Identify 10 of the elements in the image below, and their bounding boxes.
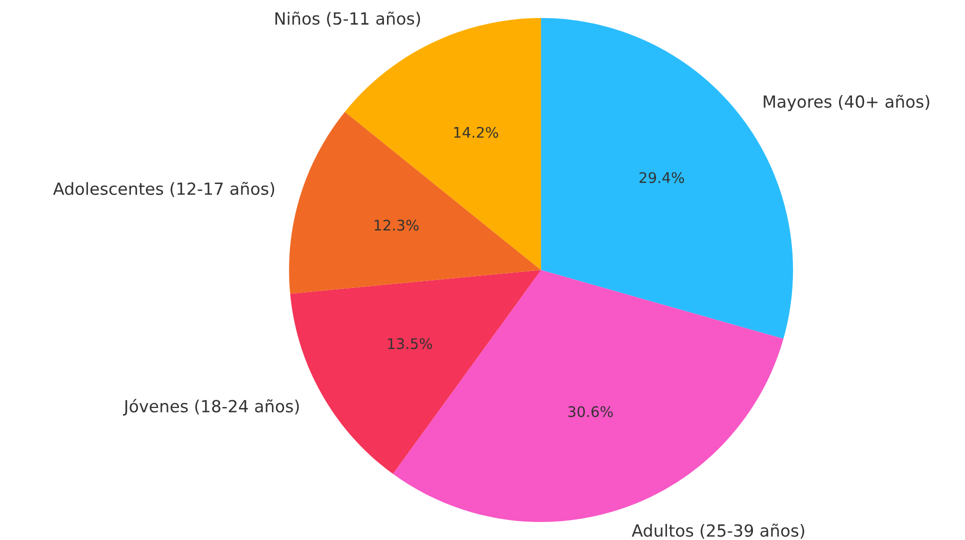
data-label: 12.3% (374, 220, 419, 231)
data-label: 14.2% (454, 126, 498, 138)
data-label: 30.6% (568, 406, 613, 418)
slice-label: Jóvenes (18-24 años) (122, 398, 299, 416)
slice-label: Niños (5-11 años) (275, 12, 420, 27)
slice-label: Adultos (25-39 años) (632, 524, 804, 539)
data-label: 29.4% (640, 172, 684, 184)
slice-label: Mayores (40+ años) (764, 94, 930, 112)
slice-label: Adolescentes (12-17 años) (53, 182, 274, 197)
data-label: 13.5% (388, 338, 432, 350)
